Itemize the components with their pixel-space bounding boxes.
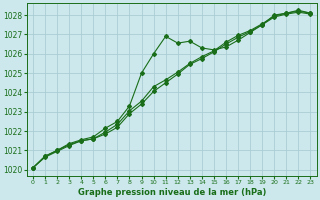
X-axis label: Graphe pression niveau de la mer (hPa): Graphe pression niveau de la mer (hPa) [77, 188, 266, 197]
